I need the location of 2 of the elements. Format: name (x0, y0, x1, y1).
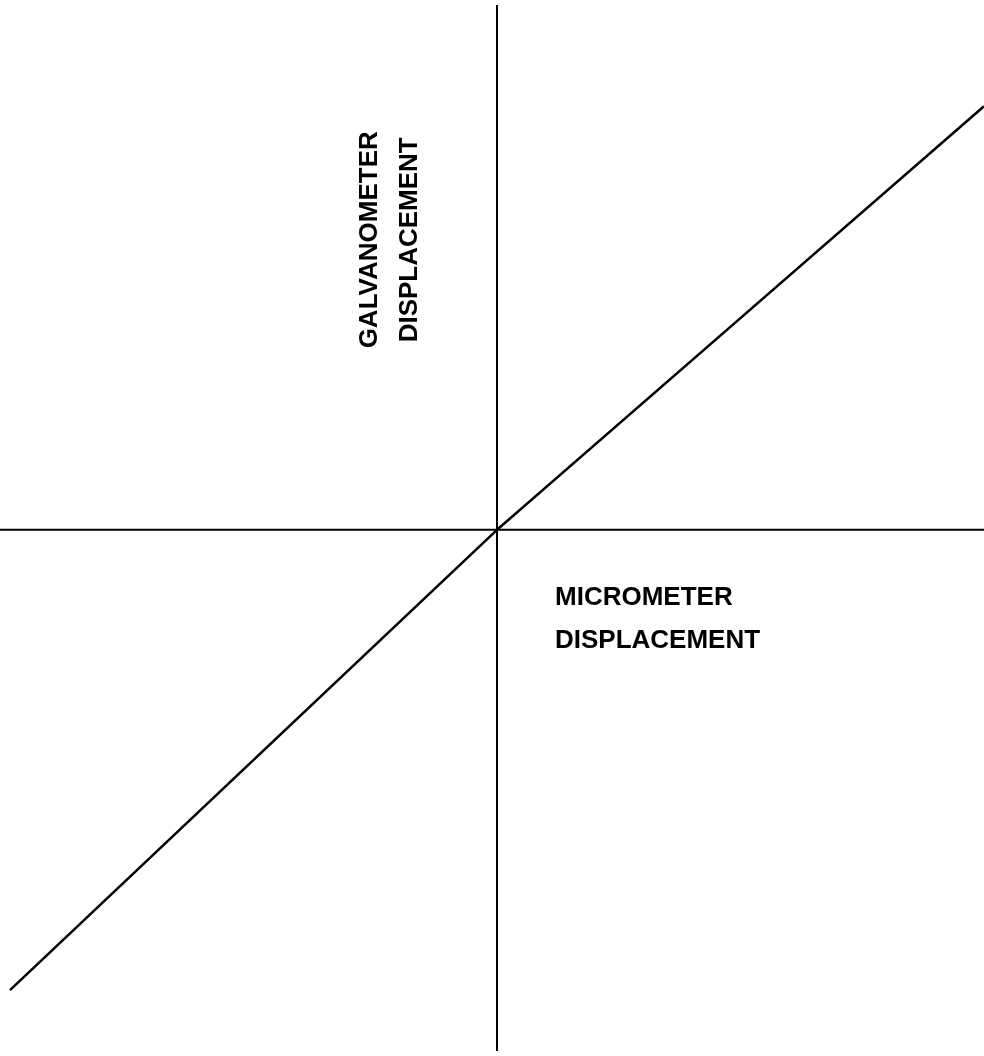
y-axis-title: GALVANOMETER DISPLACEMENT (353, 131, 423, 349)
x-axis-title: MICROMETER DISPLACEMENT (555, 580, 761, 654)
